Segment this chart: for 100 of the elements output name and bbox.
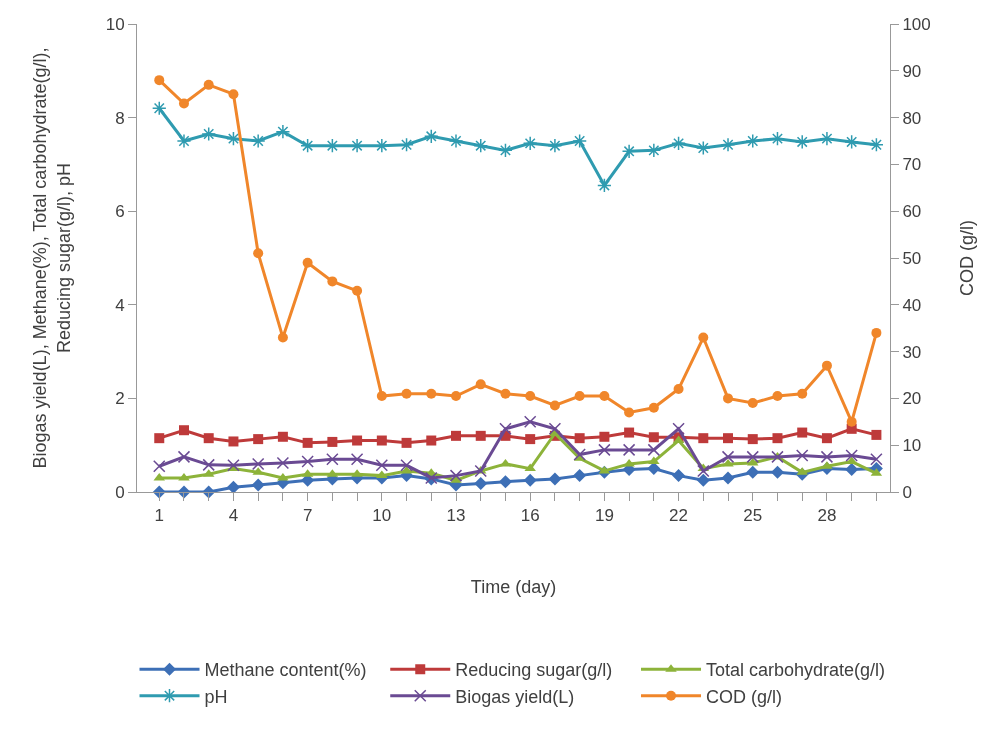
point [621,143,637,159]
point [448,133,464,149]
point [720,137,736,153]
point [327,436,338,447]
point [399,137,414,153]
point [253,434,264,445]
point [574,391,585,402]
point [474,464,487,478]
point [302,257,313,268]
point [352,435,363,446]
point [671,135,686,151]
point [176,133,192,149]
point [451,430,461,441]
point [698,433,709,444]
x-tick-label: 13 [446,506,466,526]
legend-label: COD (g/l) [706,686,782,707]
point [203,79,214,90]
x-tick-label: 28 [817,506,837,526]
point [400,459,413,472]
point [746,450,759,464]
point [376,470,388,479]
point [772,391,783,402]
y2-tick-label: 0 [902,482,912,502]
point [251,478,265,492]
point [721,471,735,485]
point [253,248,264,259]
x-tick-label: 25 [743,506,763,526]
y-axis-title: Biogas yield(L), Methane(%), Total carbohydrate(g/l), Reducing sugar(g/l), pH [30,47,74,469]
point [522,135,538,151]
y-tick-label: 6 [115,202,125,222]
point [525,434,536,445]
point [474,477,488,491]
point [449,469,463,482]
point [276,456,290,470]
point [845,449,858,462]
point [151,100,167,116]
legend-label: Methane content(%) [204,660,367,681]
point [177,450,191,464]
point [599,391,610,402]
point [573,448,586,461]
point [647,443,661,457]
point [869,137,884,153]
point [475,430,486,441]
y2-tick-label: 80 [902,108,922,128]
point [401,388,412,399]
point [673,384,684,395]
point [277,332,288,343]
point [352,285,363,296]
legend-label: Reducing sugar(g/l) [455,660,613,681]
point [624,427,635,438]
point [820,450,834,464]
point [573,469,587,483]
point [302,437,313,448]
point [401,437,412,448]
point [844,134,860,150]
point [154,75,165,86]
point [747,398,758,409]
point [821,360,832,371]
x-tick-label: 1 [154,506,164,526]
point [870,452,883,466]
point [723,393,734,404]
point [250,133,266,149]
point [500,388,511,399]
x-tick-label: 7 [302,506,313,526]
point [648,456,660,465]
point [275,124,291,139]
y-tick-label: 4 [115,295,125,315]
point [795,449,809,462]
y-tick-label: 8 [115,108,125,128]
point [819,131,835,147]
y2-tick-label: 30 [902,342,922,362]
point [622,443,636,457]
point [597,178,612,193]
point [178,425,189,436]
point [624,407,635,418]
point [698,332,709,343]
point [154,433,165,444]
y-tick-label: 0 [115,482,125,502]
x-tick-label: 19 [594,506,614,526]
point [251,457,265,471]
point [548,422,562,436]
y2-tick-label: 60 [902,202,922,222]
y2-tick-label: 50 [902,248,922,268]
point [721,450,735,464]
point [548,472,562,486]
point [723,433,734,444]
point [326,452,339,466]
y-tick-label: 10 [105,14,125,34]
point [376,391,387,402]
point [598,443,611,457]
y2-tick-label: 100 [902,14,931,34]
y2-tick-label: 20 [902,389,922,409]
point [523,415,537,429]
point [327,276,338,287]
y2-tick-label: 40 [902,295,922,315]
point [227,459,240,472]
point [672,469,686,483]
point [524,463,536,472]
point [797,388,808,399]
point [473,138,489,154]
